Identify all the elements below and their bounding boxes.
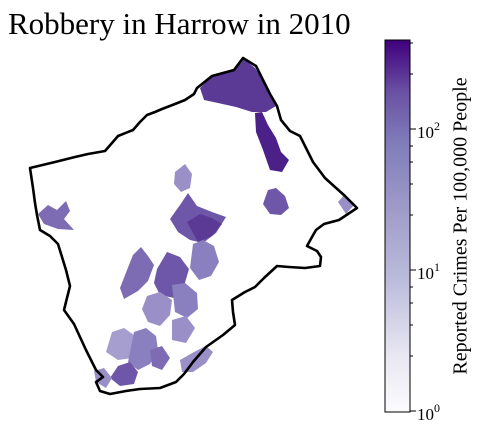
ward-patch-northeast-strip	[255, 112, 289, 172]
ward-patch-north	[200, 58, 276, 112]
ward-patch-south-mid	[150, 346, 170, 370]
ward-patch-east-small	[263, 188, 289, 215]
ward-patch-west	[38, 201, 74, 230]
colorbar-gradient	[384, 39, 411, 413]
ward-patch-south-d	[110, 362, 138, 386]
borough-boundary	[28, 56, 359, 396]
colorbar-label: Reported Crimes Per 100,000 People	[449, 77, 472, 375]
ward-patch-far-east	[338, 194, 354, 214]
map-title: Robbery in Harrow in 2010	[8, 6, 351, 41]
colorbar-tick-label-10: 101	[417, 260, 440, 283]
ward-patch-mid-b	[172, 283, 198, 318]
ward-patch-south-c	[128, 328, 158, 370]
colorbar-tick-label-100: 102	[417, 119, 440, 142]
ward-patch-mid-c	[142, 292, 172, 326]
ward-patches	[38, 58, 354, 388]
ward-patch-center-b	[187, 214, 222, 242]
colorbar: 100 101 102	[384, 39, 440, 424]
ward-patch-center-top	[174, 164, 192, 192]
ward-patch-west-mid	[120, 247, 154, 299]
colorbar-tick-label-1: 100	[417, 401, 440, 424]
ward-patch-center-c	[190, 240, 219, 280]
ward-patch-south-a	[172, 316, 195, 343]
colorbar-tick-marks	[410, 42, 416, 412]
